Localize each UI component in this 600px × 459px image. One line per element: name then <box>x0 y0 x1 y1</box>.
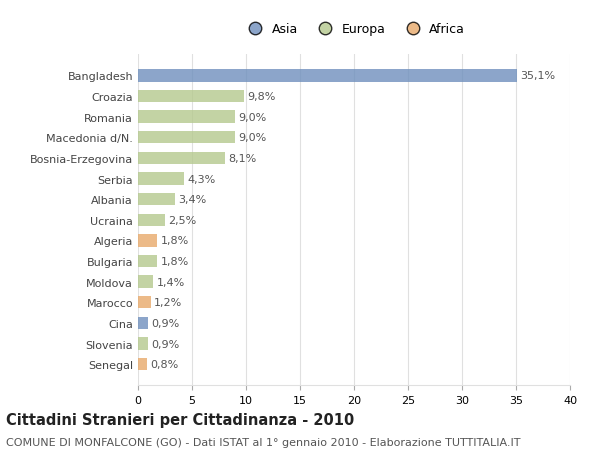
Bar <box>138 235 157 247</box>
Bar <box>138 338 148 350</box>
Text: 3,4%: 3,4% <box>178 195 206 205</box>
Text: 1,8%: 1,8% <box>161 236 189 246</box>
Text: 0,8%: 0,8% <box>150 359 178 369</box>
Bar <box>138 276 153 288</box>
Text: 0,9%: 0,9% <box>151 339 179 349</box>
Text: 1,4%: 1,4% <box>157 277 185 287</box>
Text: 9,8%: 9,8% <box>247 92 275 102</box>
Text: 9,0%: 9,0% <box>238 133 266 143</box>
Text: 8,1%: 8,1% <box>229 154 257 163</box>
Text: 2,5%: 2,5% <box>168 215 196 225</box>
Bar <box>138 297 151 309</box>
Bar <box>138 152 226 165</box>
Bar <box>138 70 517 83</box>
Bar <box>138 111 235 123</box>
Bar <box>138 173 184 185</box>
Legend: Asia, Europa, Africa: Asia, Europa, Africa <box>238 18 470 41</box>
Bar <box>138 194 175 206</box>
Text: COMUNE DI MONFALCONE (GO) - Dati ISTAT al 1° gennaio 2010 - Elaborazione TUTTITA: COMUNE DI MONFALCONE (GO) - Dati ISTAT a… <box>6 437 521 447</box>
Bar <box>138 255 157 268</box>
Text: 1,2%: 1,2% <box>154 297 182 308</box>
Text: 1,8%: 1,8% <box>161 257 189 267</box>
Text: 35,1%: 35,1% <box>520 71 556 81</box>
Text: 9,0%: 9,0% <box>238 112 266 123</box>
Bar <box>138 132 235 144</box>
Bar <box>138 214 165 226</box>
Text: 0,9%: 0,9% <box>151 318 179 328</box>
Bar <box>138 91 244 103</box>
Bar <box>138 358 146 370</box>
Bar <box>138 317 148 330</box>
Text: Cittadini Stranieri per Cittadinanza - 2010: Cittadini Stranieri per Cittadinanza - 2… <box>6 413 354 428</box>
Text: 4,3%: 4,3% <box>188 174 216 184</box>
